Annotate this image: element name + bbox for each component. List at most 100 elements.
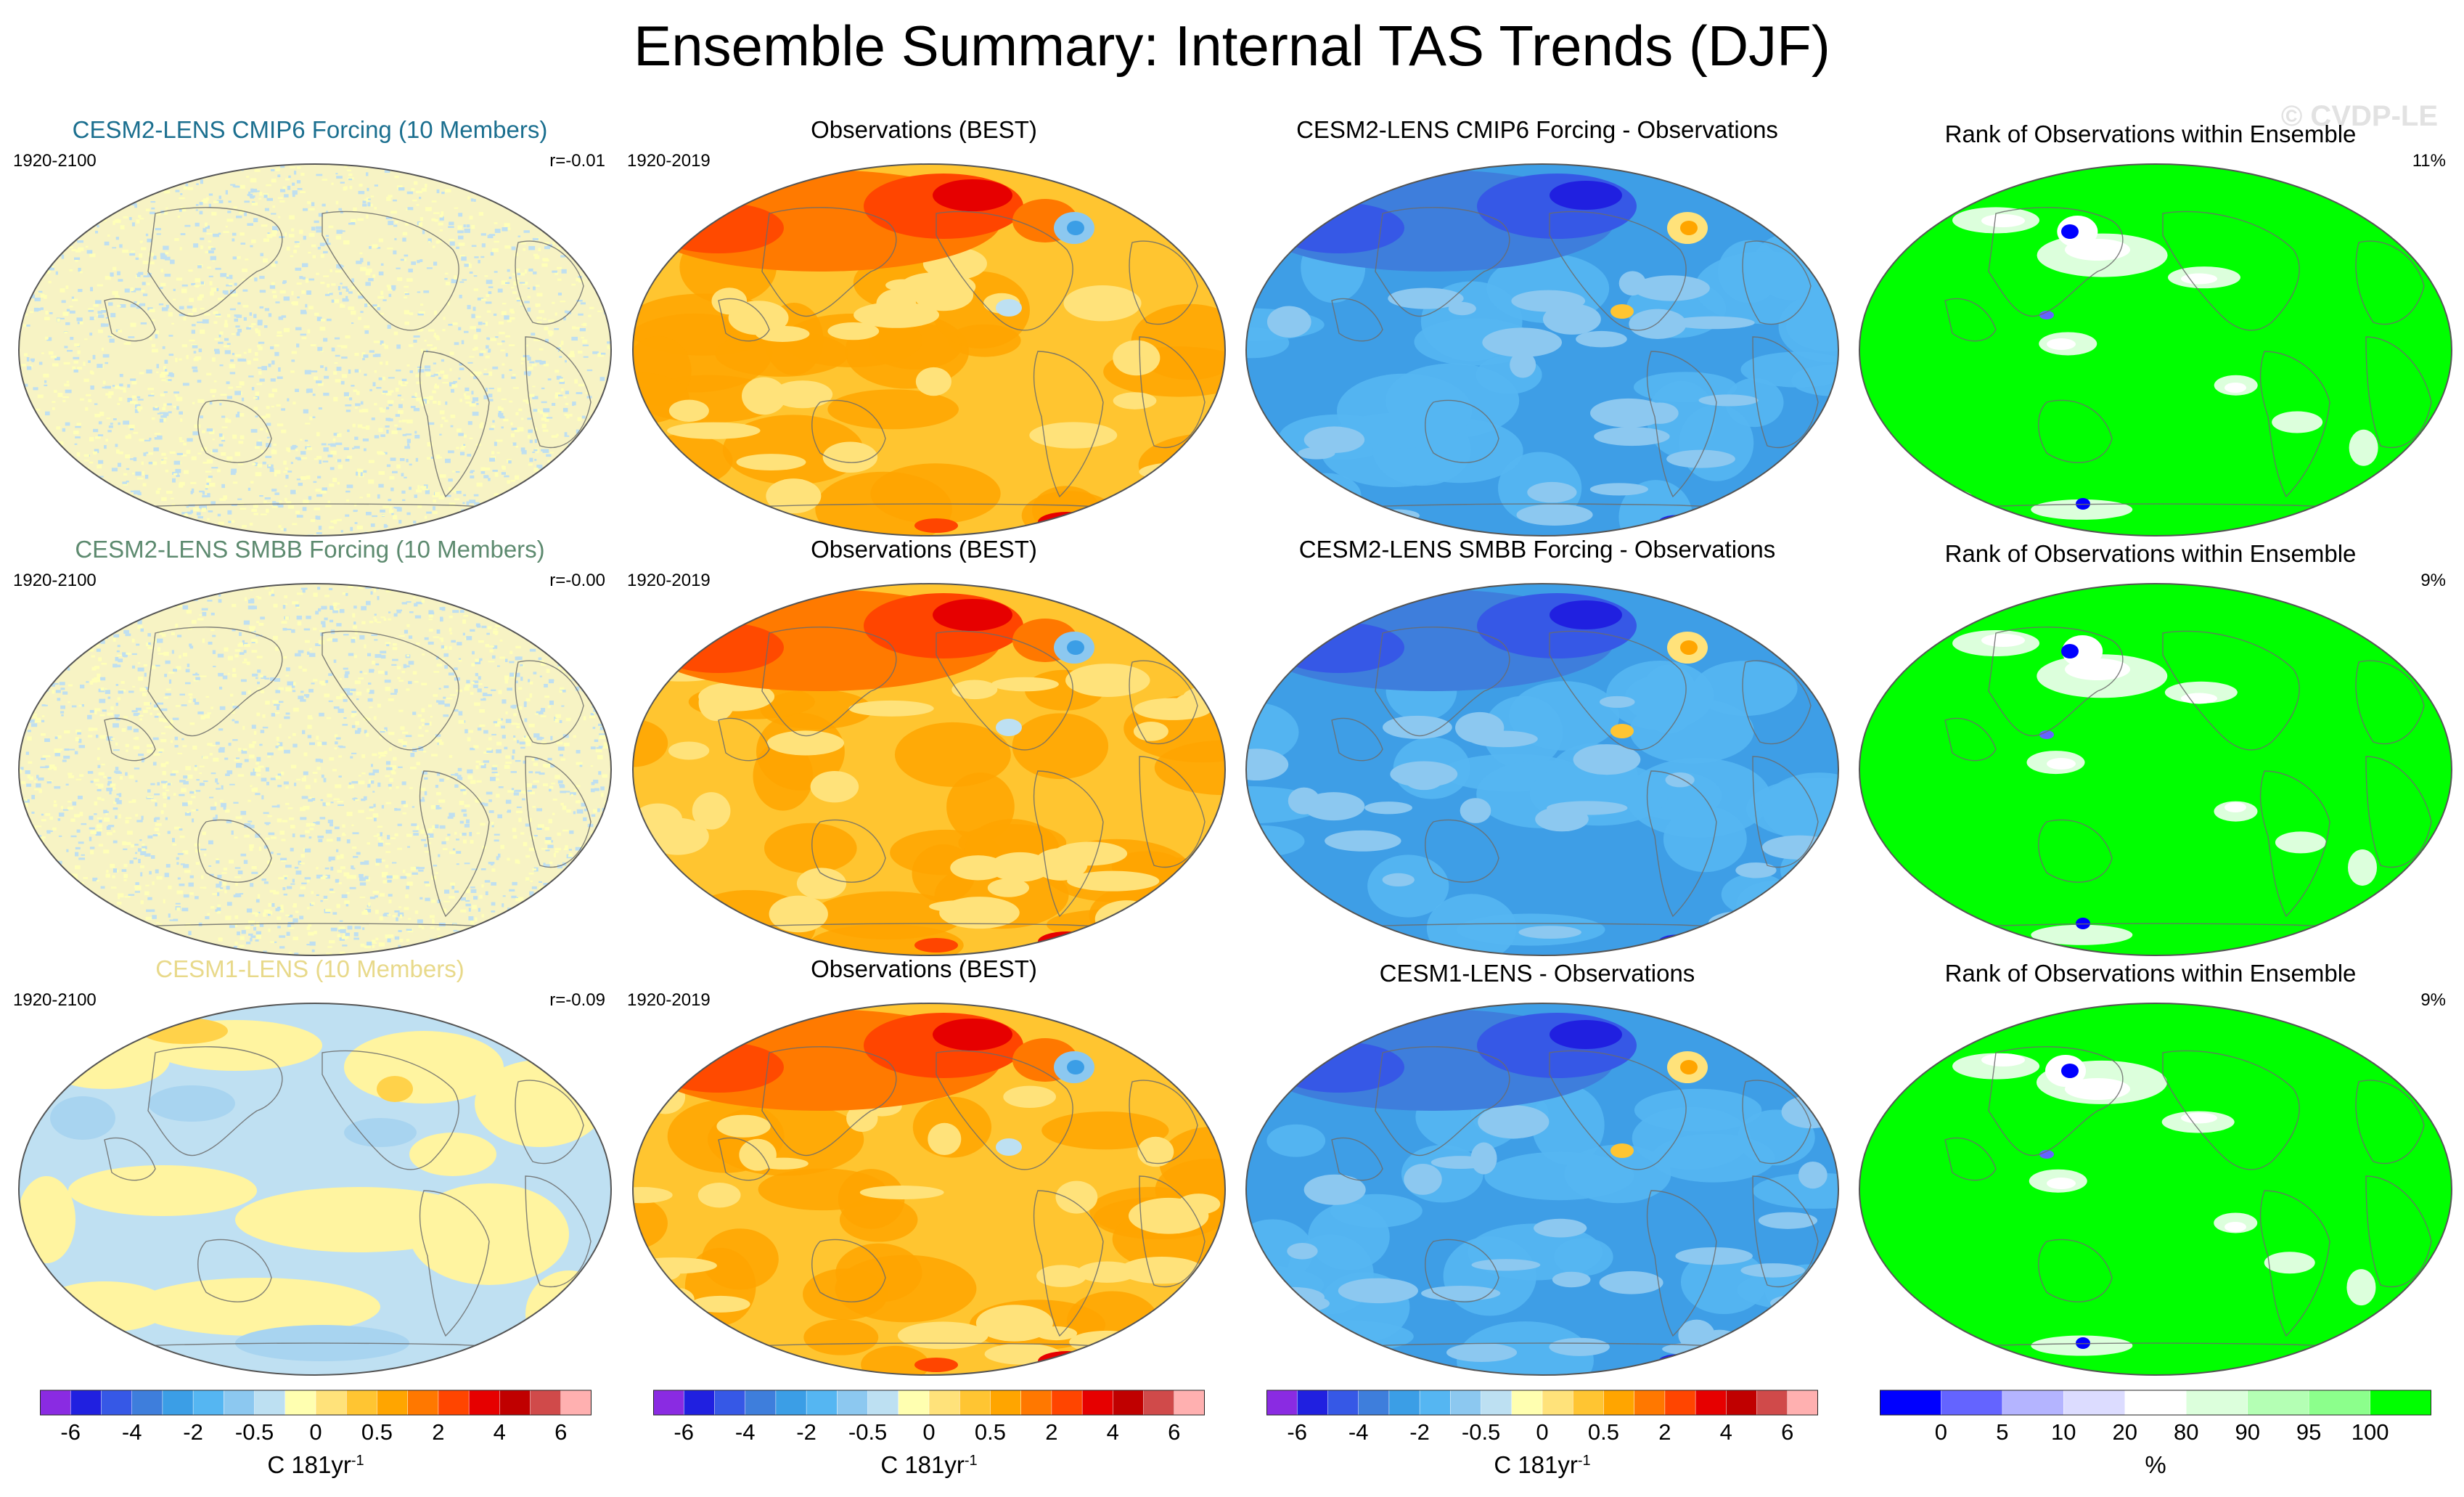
noise-cell [221,452,226,456]
noise-cell [315,611,319,615]
noise-cell [212,893,218,895]
noise-cell [470,326,476,330]
coastline [1331,298,1383,342]
noise-cell [78,841,84,844]
noise-cell [227,510,232,515]
noise-cell [318,382,324,386]
noise-cell [607,187,611,191]
noise-cell [37,876,42,878]
trend-region [633,466,678,489]
noise-cell [398,420,402,423]
noise-cell [545,167,551,171]
noise-cell [218,334,221,338]
noise-cell [269,889,276,893]
noise-cell [223,947,226,951]
noise-cell [160,393,165,396]
noise-cell [325,680,329,683]
noise-cell [533,338,540,341]
noise-cell [136,274,141,277]
noise-cell [83,507,89,510]
noise-cell [163,412,169,417]
noise-cell [336,837,341,841]
noise-cell [266,423,271,426]
noise-cell [72,205,78,211]
trend-region [1680,221,1698,235]
noise-cell [317,346,323,351]
noise-cell [308,306,314,310]
noise-cell [188,700,192,703]
noise-cell [288,914,293,918]
noise-cell [333,371,337,375]
noise-cell [314,507,321,510]
noise-cell [368,902,371,907]
noise-cell [320,282,325,285]
noise-cell [349,185,353,189]
noise-cell [558,187,561,192]
noise-cell [52,363,59,367]
noise-cell [345,335,351,339]
noise-cell [523,355,530,358]
noise-cell [103,849,110,854]
noise-cell [269,468,274,472]
noise-cell [248,194,253,197]
noise-cell [578,952,585,955]
trend-region [914,518,958,533]
noise-cell [46,949,52,953]
noise-cell [25,946,28,950]
noise-cell [419,867,425,870]
noise-cell [509,369,512,371]
noise-cell [23,687,27,689]
noise-cell [585,526,590,531]
noise-cell [351,219,356,224]
noise-cell [335,270,342,273]
noise-cell [89,437,94,441]
noise-cell [370,591,373,595]
noise-cell [550,164,556,167]
noise-cell [142,282,146,285]
coastline [2162,211,2300,331]
noise-cell [413,833,419,836]
trend-region [636,434,733,487]
noise-cell [171,719,173,724]
noise-cell [97,364,103,368]
noise-cell [118,397,123,401]
noise-cell [438,854,441,857]
noise-cell [465,401,472,404]
noise-cell [36,825,42,828]
noise-cell [511,595,517,598]
noise-cell [317,741,322,746]
noise-cell [250,588,253,591]
noise-cell [215,909,218,912]
noise-cell [49,489,54,494]
noise-cell [52,195,54,198]
noise-cell [440,370,445,374]
noise-cell [414,434,420,439]
noise-cell [195,222,200,227]
noise-cell [301,337,307,340]
noise-cell [94,513,101,516]
noise-cell [471,520,474,523]
noise-cell [208,275,213,277]
noise-cell [441,192,445,195]
noise-cell [459,255,465,258]
noise-cell [470,471,473,473]
noise-cell [108,168,115,171]
noise-cell [232,185,239,187]
noise-cell [389,476,395,480]
noise-cell [36,881,43,886]
noise-cell [496,198,504,202]
noise-cell [185,669,190,673]
noise-cell [261,878,266,881]
noise-cell [536,321,542,325]
noise-cell [44,704,48,706]
noise-cell [208,510,213,513]
noise-cell [501,426,504,429]
noise-cell [471,868,478,870]
noise-cell [67,928,73,933]
noise-cell [142,483,147,486]
noise-cell [99,412,105,416]
noise-cell [297,592,303,595]
noise-cell [284,595,287,599]
noise-cell [300,173,305,176]
noise-cell [361,426,369,429]
